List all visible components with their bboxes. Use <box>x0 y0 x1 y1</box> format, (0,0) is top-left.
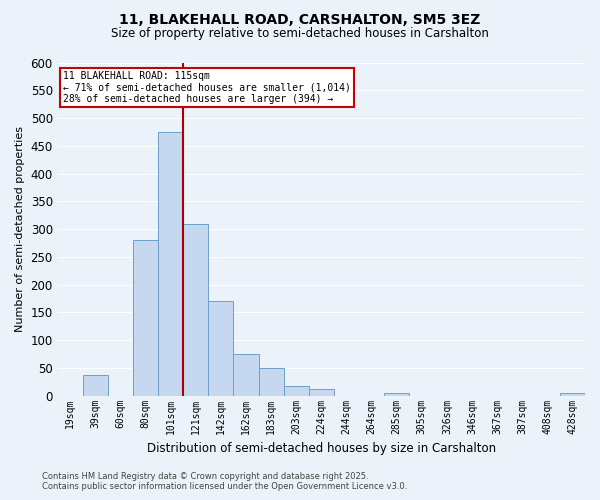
Text: Size of property relative to semi-detached houses in Carshalton: Size of property relative to semi-detach… <box>111 28 489 40</box>
Bar <box>309 389 334 396</box>
Bar <box>83 374 108 396</box>
Bar <box>384 393 409 396</box>
Bar <box>284 386 309 396</box>
Text: 11 BLAKEHALL ROAD: 115sqm
← 71% of semi-detached houses are smaller (1,014)
28% : 11 BLAKEHALL ROAD: 115sqm ← 71% of semi-… <box>63 71 351 104</box>
Bar <box>158 132 183 396</box>
Text: Contains HM Land Registry data © Crown copyright and database right 2025.
Contai: Contains HM Land Registry data © Crown c… <box>42 472 407 491</box>
Bar <box>560 393 585 396</box>
Bar <box>233 354 259 396</box>
Bar <box>208 301 233 396</box>
X-axis label: Distribution of semi-detached houses by size in Carshalton: Distribution of semi-detached houses by … <box>147 442 496 455</box>
Bar <box>259 368 284 396</box>
Bar <box>133 240 158 396</box>
Y-axis label: Number of semi-detached properties: Number of semi-detached properties <box>15 126 25 332</box>
Bar <box>183 224 208 396</box>
Text: 11, BLAKEHALL ROAD, CARSHALTON, SM5 3EZ: 11, BLAKEHALL ROAD, CARSHALTON, SM5 3EZ <box>119 12 481 26</box>
